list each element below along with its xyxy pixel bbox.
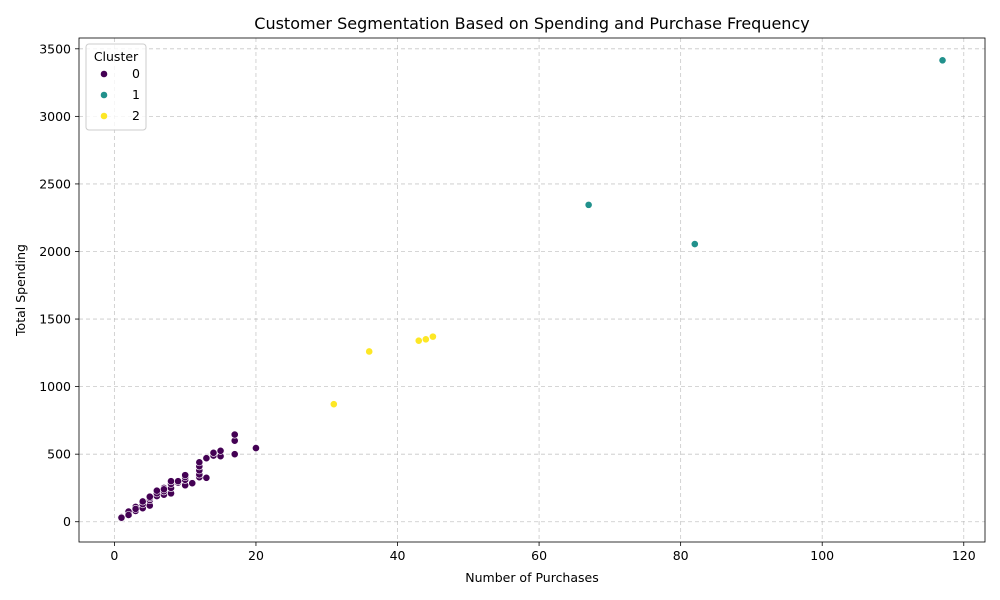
data-point-cluster-0 [252,444,260,452]
legend-title: Cluster [94,49,139,64]
data-point-cluster-0 [230,430,239,439]
data-point-cluster-0 [209,448,218,457]
y-tick-label: 500 [47,447,71,462]
legend-marker-1 [100,91,108,99]
legend: Cluster 0 1 2 [85,43,147,131]
legend-label-1: 1 [132,87,140,102]
grid-lines [79,38,985,542]
x-tick-label: 20 [248,548,264,563]
legend-label-0: 0 [132,66,140,81]
x-tick-label: 60 [531,548,547,563]
data-point-cluster-2 [365,347,374,356]
x-tick-label: 40 [390,548,406,563]
data-point-cluster-2 [414,336,423,345]
y-tick-label: 1000 [39,379,71,394]
data-point-cluster-0 [230,450,239,459]
chart-title: Customer Segmentation Based on Spending … [254,14,809,33]
axis-ticks: 0 20 40 60 80 100 1200500100015002000250030003… [39,41,976,563]
data-point-cluster-1 [938,56,947,65]
x-axis-label: Number of Purchases [465,570,598,585]
data-point-cluster-0 [202,473,211,482]
y-tick-label: 1500 [39,312,71,327]
y-tick-label: 3500 [39,41,71,56]
data-point-cluster-2 [421,335,430,344]
data-point-cluster-2 [329,400,338,409]
x-tick-label: 120 [952,548,976,563]
data-point-cluster-0 [167,477,175,486]
data-point-cluster-0 [117,513,126,522]
data-point-cluster-0 [152,486,161,495]
data-point-cluster-0 [188,479,197,488]
y-tick-label: 2000 [39,244,71,259]
legend-box [85,43,147,131]
y-tick-label: 3000 [39,109,71,124]
plot-frame [78,37,986,543]
y-tick-label: 2500 [39,176,71,191]
y-axis-label: Total Spending [13,244,28,337]
data-point-cluster-0 [181,471,190,480]
data-point-cluster-0 [202,454,211,463]
data-point-cluster-0 [124,511,133,519]
data-point-cluster-0 [195,458,204,467]
data-point-cluster-0 [145,492,154,501]
data-point-cluster-0 [216,446,225,455]
x-tick-label: 0 [110,548,118,563]
x-tick-label: 80 [673,548,689,563]
legend-label-2: 2 [132,108,140,123]
data-point-cluster-1 [584,200,593,209]
x-tick-label: 100 [810,548,834,563]
data-point-cluster-2 [429,332,437,341]
data-point-cluster-0 [174,477,182,486]
data-points [117,56,947,523]
data-point-cluster-0 [160,485,168,494]
data-point-cluster-1 [690,240,699,248]
data-point-cluster-0 [138,497,147,506]
legend-marker-0 [100,70,108,78]
y-tick-label: 0 [63,514,71,529]
data-point-cluster-0 [131,504,140,513]
legend-marker-2 [100,112,108,120]
